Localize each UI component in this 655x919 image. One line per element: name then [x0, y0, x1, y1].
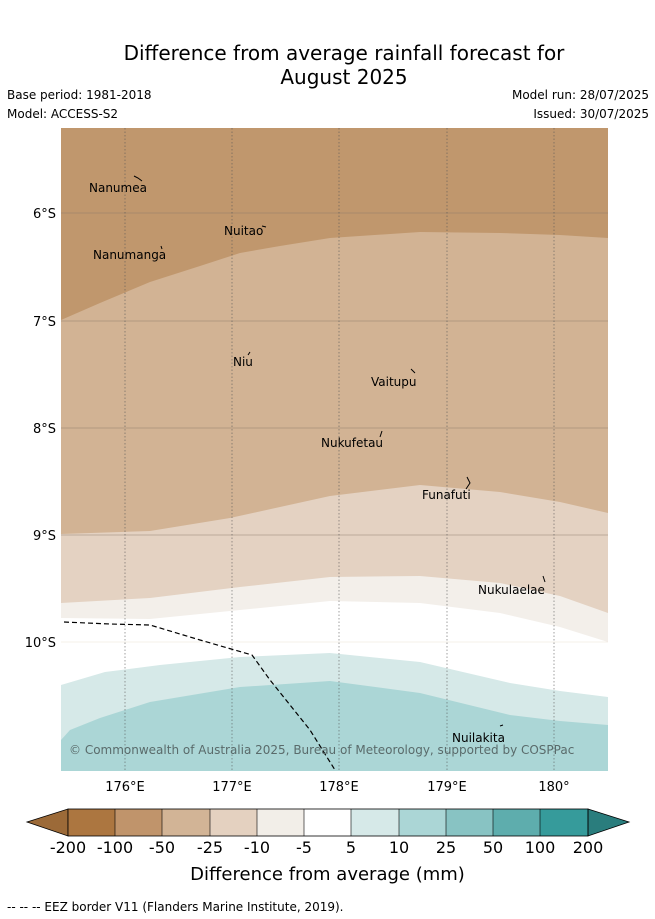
map-title: Difference from average rainfall forecas…: [0, 41, 655, 89]
island-label-nanumanga: Nanumanga: [93, 248, 166, 262]
colorbar-under-arrow: [25, 808, 69, 837]
colorbar-label: 200: [573, 838, 604, 857]
model-name: Model: ACCESS-S2: [7, 107, 119, 121]
model-run: Model run: 28/07/2025: [511, 88, 649, 102]
colorbar-swatch: [304, 809, 351, 836]
lat-label: 10°S: [25, 636, 56, 651]
lon-axis-labels: 176°E 177°E 178°E 179°E 180°: [105, 780, 569, 795]
colorbar-label: -10: [244, 838, 270, 857]
title-line-1: Difference from average rainfall forecas…: [123, 41, 565, 65]
lat-axis-labels: 6°S 7°S 8°S 9°S 10°S: [25, 207, 56, 651]
colorbar-title: Difference from average (mm): [190, 864, 465, 885]
lat-label: 9°S: [33, 529, 56, 544]
island-label-vaitupu: Vaitupu: [371, 375, 417, 389]
island-label-nuitao: Nuitao: [224, 224, 263, 238]
colorbar-label: -5: [296, 838, 312, 857]
island-label-funafuti: Funafuti: [422, 488, 471, 502]
colorbar-swatch: [493, 809, 540, 836]
lon-label: 178°E: [319, 780, 359, 795]
colorbar-label: -25: [197, 838, 223, 857]
colorbar-swatch: [257, 809, 304, 836]
lon-label: 180°: [538, 780, 569, 795]
colorbar-swatch: [399, 809, 446, 836]
colorbar-swatch: [446, 809, 493, 836]
colorbar-label: 5: [346, 838, 356, 857]
graticule-lat: [61, 212, 608, 643]
graticule-lon: [124, 128, 555, 771]
island-label-nukufetau: Nukufetau: [321, 436, 383, 450]
title-line-2: August 2025: [280, 65, 408, 89]
lat-label: 6°S: [33, 207, 56, 222]
island-label-nanumea: Nanumea: [89, 181, 147, 195]
lon-label: 179°E: [427, 780, 467, 795]
base-period: Base period: 1981-2018: [7, 88, 152, 102]
colorbar-label: 10: [389, 838, 409, 857]
island-label-nukulaelae: Nukulaelae: [478, 583, 545, 597]
colorbar-over-arrow: [587, 808, 631, 837]
colorbar-label: -50: [149, 838, 175, 857]
colorbar-swatch: [115, 809, 162, 836]
colorbar-swatch: [351, 809, 399, 836]
eez-legend-note: -- -- -- EEZ border V11 (Flanders Marine…: [7, 900, 344, 914]
colorbar: -200 -100 -50 -25 -10 -5 5 10 25 50 100 …: [25, 808, 631, 857]
lat-label: 7°S: [33, 315, 56, 330]
colorbar-swatch: [540, 809, 588, 836]
colorbar-label: -200: [50, 838, 86, 857]
colorbar-label: 25: [436, 838, 456, 857]
island-shapes: [133, 175, 546, 727]
eez-border: [63, 621, 336, 771]
copyright-notice: © Commonwealth of Australia 2025, Bureau…: [69, 743, 574, 757]
issued-date: Issued: 30/07/2025: [533, 107, 649, 121]
colorbar-swatch: [68, 809, 115, 836]
colorbar-label: 100: [525, 838, 556, 857]
lon-label: 177°E: [212, 780, 252, 795]
colorbar-label: -100: [97, 838, 133, 857]
island-label-niu: Niu: [233, 355, 253, 369]
island-label-nuilakita: Nuilakita: [452, 731, 505, 745]
colorbar-swatch: [162, 809, 210, 836]
colorbar-swatch: [210, 809, 257, 836]
lat-label: 8°S: [33, 422, 56, 437]
lon-label: 176°E: [105, 780, 145, 795]
colorbar-label: 50: [483, 838, 503, 857]
band-mid-teal: [61, 681, 608, 771]
